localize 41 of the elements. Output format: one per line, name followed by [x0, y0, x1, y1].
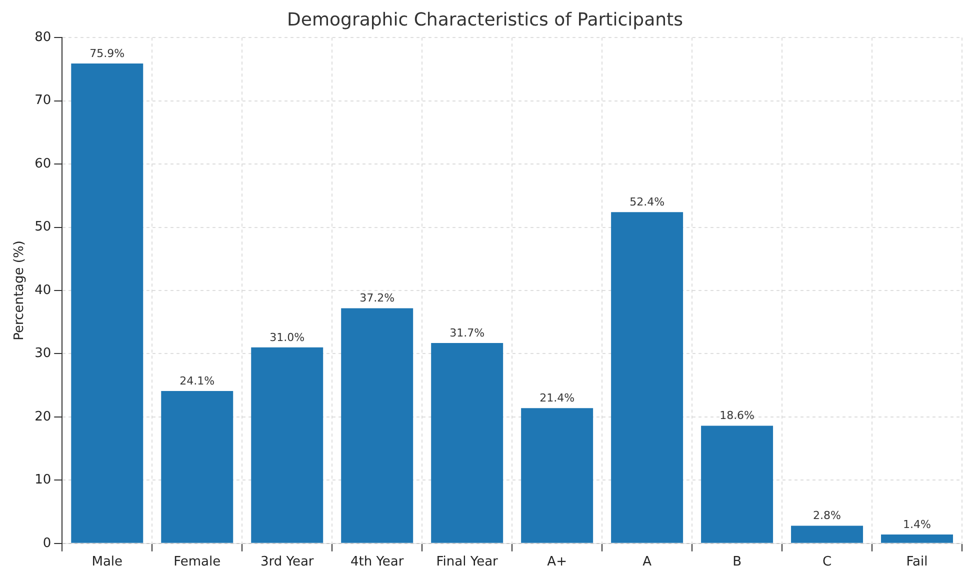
- bar: [701, 426, 774, 543]
- bar: [161, 391, 234, 543]
- x-tick-label: Final Year: [436, 554, 499, 570]
- bar: [611, 212, 684, 543]
- x-tick-label: Fail: [906, 554, 928, 570]
- y-tick-label: 50: [34, 220, 52, 235]
- x-tick-label: B: [732, 554, 742, 570]
- data-label: 31.0%: [270, 330, 305, 344]
- bar: [431, 342, 504, 543]
- chart-title: Demographic Characteristics of Participants: [287, 9, 683, 30]
- bar: [251, 347, 324, 543]
- data-label: 75.9%: [90, 46, 125, 60]
- y-tick-label: 80: [34, 30, 52, 45]
- y-tick-label: 20: [34, 409, 52, 424]
- data-label: 1.4%: [903, 518, 931, 531]
- bar: [521, 408, 594, 543]
- data-label: 24.1%: [180, 374, 215, 388]
- bar: [341, 308, 414, 543]
- y-axis-title: Percentage (%): [12, 240, 28, 340]
- data-label: 21.4%: [540, 391, 575, 404]
- y-tick-label: 60: [34, 156, 52, 172]
- x-tick-label: A+: [547, 554, 567, 570]
- bar: [881, 534, 953, 543]
- x-tick-label: 4th Year: [350, 554, 404, 570]
- y-tick-label: 40: [34, 282, 52, 298]
- x-tick-label: 3rd Year: [260, 554, 314, 570]
- data-label: 31.7%: [450, 326, 485, 340]
- x-tick-label: A: [642, 554, 652, 570]
- y-tick-label: 70: [34, 93, 52, 108]
- data-label: 52.4%: [630, 195, 665, 208]
- data-label: 18.6%: [720, 409, 755, 422]
- data-label: 37.2%: [360, 292, 395, 305]
- bar: [71, 64, 144, 543]
- data-label: 2.8%: [813, 509, 841, 522]
- x-tick-label: Female: [174, 554, 221, 570]
- y-tick-label: 0: [42, 536, 52, 551]
- y-tick-label: 10: [34, 472, 52, 488]
- y-tick-label: 30: [34, 346, 52, 362]
- bar: [791, 526, 864, 543]
- x-tick-label: Male: [92, 554, 123, 570]
- x-tick-label: C: [822, 554, 832, 570]
